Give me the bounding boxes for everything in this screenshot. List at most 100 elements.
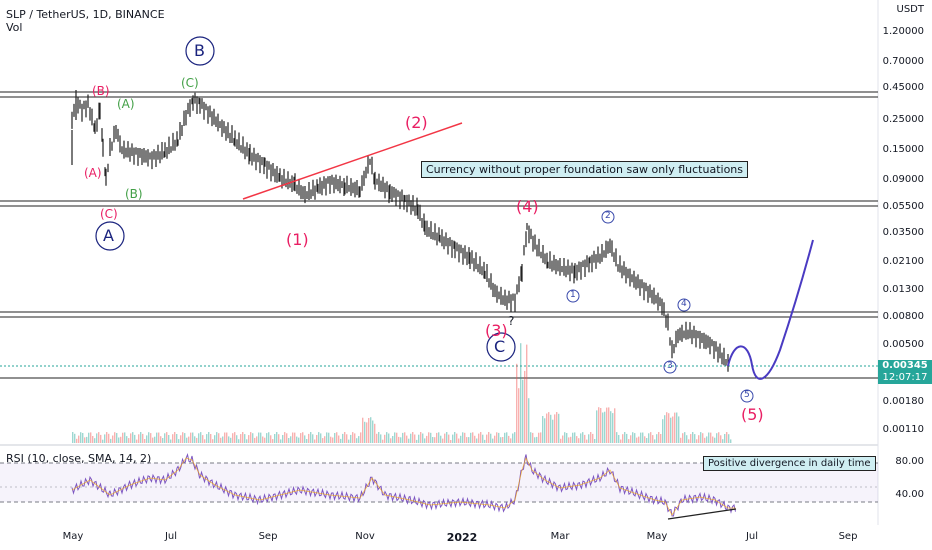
volume-bar (502, 437, 504, 443)
volume-bar (448, 434, 450, 443)
volume-bar (696, 439, 698, 443)
wave-c-circle (486, 332, 516, 362)
volume-bar (136, 439, 138, 443)
volume-bar (318, 432, 320, 443)
volume-bar (280, 439, 282, 443)
volume-bar (244, 434, 246, 443)
volume-bar (592, 433, 594, 443)
rsi-divergence-line[interactable] (667, 508, 737, 520)
price-tick: 0.00500 (882, 339, 924, 350)
volume-bar (72, 432, 74, 443)
volume-bar (658, 432, 660, 443)
volume-bar (616, 432, 618, 443)
volume-bar (314, 439, 316, 443)
volume-bar (262, 436, 264, 443)
volume-bar (452, 434, 454, 443)
wave-label-a: A (103, 226, 114, 245)
volume-bar (74, 433, 76, 443)
volume-bar (632, 432, 634, 443)
price-tick: 0.00180 (882, 396, 924, 407)
volume-bar (674, 412, 676, 443)
minor-wave-3-circle (663, 360, 677, 374)
minor-wave-5-label: 5 (744, 390, 750, 400)
volume-bar (112, 435, 114, 443)
volume-bar (104, 434, 106, 443)
volume-bar (684, 432, 686, 443)
volume-bar (242, 432, 244, 443)
volume-bar (378, 432, 380, 443)
volume-bar (308, 433, 310, 443)
time-tick: Mar (550, 531, 570, 542)
volume-bar (212, 439, 214, 443)
volume-bar (328, 432, 330, 443)
volume-bar (710, 432, 712, 443)
volume-bar (96, 433, 98, 443)
wave-label-2: (2) (405, 113, 428, 132)
symbol-title[interactable]: SLP / TetherUS, 1D, BINANCE (6, 8, 165, 21)
volume-bar (122, 432, 124, 443)
volume-bar (154, 436, 156, 443)
volume-bar (612, 413, 614, 443)
volume-bar (316, 435, 318, 443)
volume-bar (270, 435, 272, 443)
volume-bar (404, 432, 406, 443)
volume-bar (400, 437, 402, 443)
volume-bar (162, 438, 164, 443)
volume-bar (352, 432, 354, 443)
volume-bar (160, 436, 162, 443)
volume-bar (664, 415, 666, 443)
volume-bar (258, 432, 260, 443)
time-tick: May (62, 531, 84, 542)
volume-bar (558, 413, 560, 443)
volume-bar (644, 436, 646, 443)
volume-bar (656, 434, 658, 443)
note-main[interactable]: Currency without proper foundation saw o… (421, 161, 749, 178)
volume-bar (462, 432, 464, 443)
volume-bar (356, 438, 358, 443)
volume-bar (142, 433, 144, 443)
volume-bar (386, 432, 388, 443)
volume-bar (194, 436, 196, 443)
volume-bar (464, 432, 466, 443)
volume-bar (238, 439, 240, 443)
volume-bar (622, 434, 624, 443)
volume-bar (426, 435, 428, 443)
volume-bar (334, 433, 336, 443)
minor-wave-2-label: 2 (605, 211, 611, 221)
volume-bar (358, 436, 360, 443)
volume-bar (538, 432, 540, 443)
volume-bar (512, 433, 514, 443)
volume-bar (534, 437, 536, 443)
projection-curve[interactable] (727, 239, 814, 380)
wave-label-5: (5) (741, 405, 764, 424)
trendline[interactable] (242, 122, 463, 200)
volume-bar (638, 436, 640, 443)
volume-bar (158, 432, 160, 443)
volume-bar (650, 432, 652, 443)
volume-bar (350, 434, 352, 443)
volume-bar (472, 432, 474, 443)
volume-bar (694, 434, 696, 443)
support-resistance-zones[interactable] (0, 91, 878, 379)
time-tick: Sep (838, 531, 858, 542)
volume-bar (728, 434, 730, 443)
wave-label-1: (1) (286, 230, 309, 249)
volume-bar (542, 416, 544, 443)
rsi-indicator-title[interactable]: RSI (10, close, SMA, 14, 2) (6, 452, 152, 465)
note-rsi[interactable]: Positive divergence in daily time (703, 456, 876, 471)
volume-bar (80, 432, 82, 443)
volume-bar (436, 432, 438, 443)
volume-bar (206, 434, 208, 443)
volume-bar (224, 432, 226, 443)
volume-bar (536, 436, 538, 443)
volume-bar (388, 433, 390, 443)
volume-bar (396, 432, 398, 443)
volume-bar (428, 432, 430, 443)
volume-bar (424, 438, 426, 443)
volume-bar (430, 432, 432, 443)
volume-bar (564, 432, 566, 443)
volume-bar (576, 436, 578, 443)
volume-bar (718, 432, 720, 443)
volume-bar (416, 439, 418, 443)
volume-bar (86, 436, 88, 443)
